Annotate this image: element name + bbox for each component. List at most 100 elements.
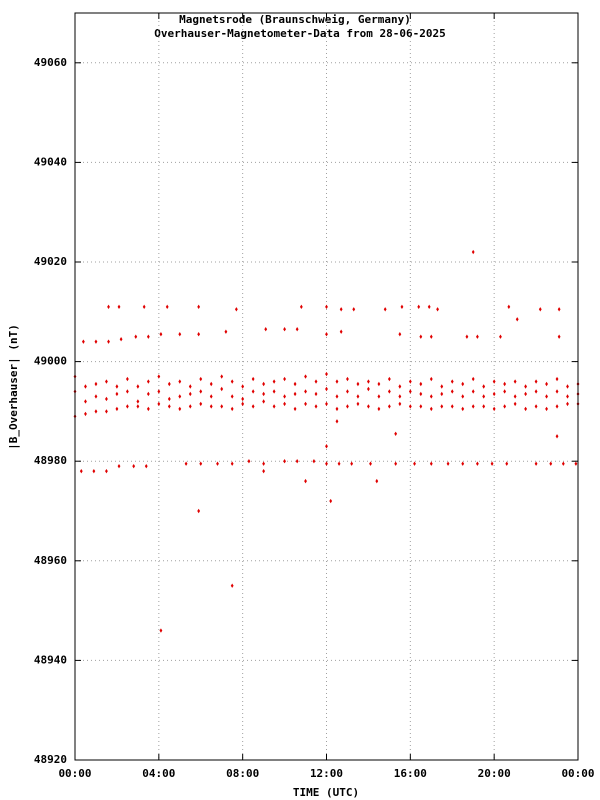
data-point xyxy=(299,304,303,310)
data-point xyxy=(505,461,509,466)
y-tick-label: 48920 xyxy=(34,753,67,766)
data-point xyxy=(230,461,234,466)
data-point xyxy=(220,404,224,409)
data-point xyxy=(178,379,182,384)
data-point xyxy=(394,461,398,466)
chart-title: Magnetsrode (Braunschweig, Germany) xyxy=(179,13,411,26)
data-point xyxy=(387,376,391,382)
data-point xyxy=(199,401,203,407)
data-point xyxy=(184,461,188,466)
data-point xyxy=(283,394,286,399)
data-points xyxy=(73,249,580,633)
data-point xyxy=(325,304,328,310)
data-point xyxy=(119,336,123,342)
data-point xyxy=(188,384,192,389)
data-point xyxy=(339,307,343,312)
data-point xyxy=(304,389,307,394)
data-point xyxy=(146,391,150,397)
data-point xyxy=(557,307,561,312)
data-point xyxy=(167,404,171,409)
data-point xyxy=(513,379,517,384)
data-point xyxy=(394,431,398,437)
data-point xyxy=(272,389,276,394)
data-point xyxy=(136,404,140,409)
data-point xyxy=(312,459,316,464)
data-point xyxy=(117,304,121,310)
data-point xyxy=(419,334,423,339)
data-point xyxy=(545,381,548,387)
chart-subtitle: Overhauser-Magnetometer-Data from 28-06-… xyxy=(154,27,445,40)
y-tick-label: 49060 xyxy=(34,56,67,69)
data-point xyxy=(356,394,360,399)
data-point xyxy=(419,381,423,387)
data-point xyxy=(262,399,266,404)
data-point xyxy=(105,396,108,402)
data-point xyxy=(241,401,245,407)
data-point xyxy=(283,327,286,332)
data-point xyxy=(476,461,479,466)
data-point xyxy=(367,386,370,392)
data-point xyxy=(545,394,548,399)
data-point xyxy=(335,394,339,399)
data-point xyxy=(105,468,108,474)
data-point xyxy=(337,461,341,466)
data-point xyxy=(555,389,559,394)
data-point xyxy=(325,401,328,407)
data-point xyxy=(387,404,391,409)
data-point xyxy=(165,304,169,310)
data-point xyxy=(314,404,318,409)
data-point xyxy=(209,381,213,387)
data-point xyxy=(262,391,266,397)
data-point xyxy=(524,391,528,397)
data-point xyxy=(115,391,119,397)
data-point xyxy=(419,404,423,409)
data-point xyxy=(461,406,465,412)
data-point xyxy=(574,461,578,466)
x-tick-label: 12:00 xyxy=(310,767,343,780)
data-point xyxy=(283,376,286,382)
data-point xyxy=(314,379,318,384)
data-point xyxy=(524,406,528,412)
data-point xyxy=(408,404,412,409)
data-point xyxy=(429,334,433,339)
data-point xyxy=(377,381,381,387)
data-point xyxy=(499,334,502,339)
data-point xyxy=(513,401,517,407)
data-point xyxy=(429,394,433,399)
data-point xyxy=(272,404,276,409)
y-tick-label: 48980 xyxy=(34,454,67,467)
data-point xyxy=(538,307,542,312)
x-tick-label: 20:00 xyxy=(478,767,511,780)
data-point xyxy=(157,389,161,394)
data-point xyxy=(209,394,213,399)
data-point xyxy=(159,332,163,337)
x-tick-label: 08:00 xyxy=(226,767,259,780)
data-point xyxy=(398,384,402,389)
data-point xyxy=(387,389,391,394)
data-point xyxy=(264,327,268,332)
data-point xyxy=(490,461,494,466)
data-point xyxy=(283,459,286,464)
data-point xyxy=(272,379,276,384)
data-point xyxy=(262,381,266,387)
data-point xyxy=(136,399,140,404)
data-point xyxy=(346,376,349,382)
data-point xyxy=(199,461,203,466)
data-point xyxy=(125,376,129,382)
data-point xyxy=(209,404,213,409)
data-point xyxy=(105,379,108,384)
data-point xyxy=(367,404,370,409)
data-point xyxy=(216,461,219,466)
data-point xyxy=(283,401,286,407)
data-point xyxy=(429,461,433,466)
data-point xyxy=(304,374,307,379)
data-point xyxy=(471,376,475,382)
data-point xyxy=(545,406,548,412)
data-point xyxy=(146,406,150,412)
data-point xyxy=(115,406,119,412)
data-point xyxy=(314,391,318,397)
data-point xyxy=(492,391,496,397)
data-point xyxy=(482,404,486,409)
data-point xyxy=(446,461,450,466)
y-tick-label: 49000 xyxy=(34,355,67,368)
